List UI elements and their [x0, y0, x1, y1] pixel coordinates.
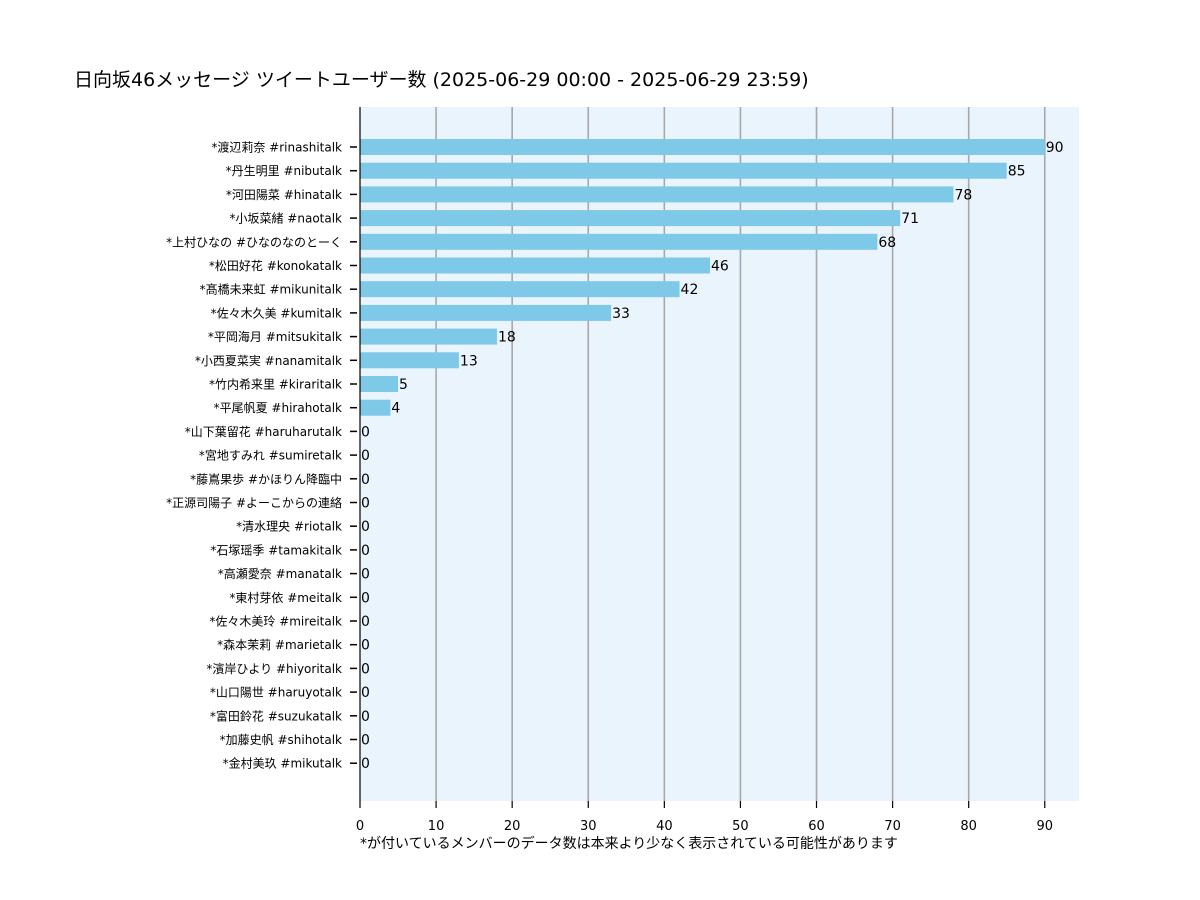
value-label-25: 0	[361, 709, 370, 725]
x-tick-label-10: 10	[428, 819, 445, 834]
y-tick-label-16: *正源司陽子 #よーこからの連絡	[166, 495, 342, 510]
x-tick-label-40: 40	[656, 819, 673, 834]
bar-9	[360, 328, 497, 345]
y-tick-label-6: *松田好花 #konokatalk	[209, 258, 342, 273]
bar-11	[360, 376, 399, 392]
x-tick-label-70: 70	[884, 819, 901, 834]
value-label-9: 18	[498, 330, 516, 346]
x-tick-label-60: 60	[808, 819, 825, 834]
y-tick-label-24: *山口陽世 #haruyotalk	[210, 686, 342, 700]
y-tick-label-15: *藤嶌果歩 #かほりん降臨中	[190, 471, 342, 486]
bar-12	[360, 399, 391, 416]
x-tick-label-30: 30	[580, 819, 597, 834]
value-label-10: 13	[460, 353, 478, 369]
x-axis: 0 10 20 30 40 50 60 70 80 90	[356, 801, 1053, 834]
value-label-6: 46	[711, 259, 729, 275]
chart-title: 日向坂46メッセージ ツイートユーザー数 (2025-06-29 00:00 -…	[74, 69, 809, 91]
y-tick-label-26: *加藤史帆 #shihotalk	[220, 732, 342, 747]
bar-3	[360, 186, 954, 203]
value-label-27: 0	[361, 756, 370, 772]
value-label-14: 0	[361, 448, 370, 464]
y-tick-label-22: *森本茉莉 #marietalk	[217, 637, 342, 652]
value-label-20: 0	[361, 590, 370, 606]
value-label-26: 0	[361, 733, 370, 749]
y-tick-label-7: *髙橋未来虹 #mikunitalk	[200, 282, 342, 297]
x-tick-label-80: 80	[960, 819, 977, 834]
value-label-13: 0	[361, 424, 370, 440]
y-tick-label-11: *竹内希来里 #kiraritalk	[209, 377, 342, 392]
y-tick-label-4: *小坂菜緒 #naotalk	[229, 211, 342, 226]
value-labels: 90 85 78 71 68 46 42 33 18 13 5 4 0 0 0 0 0 0 0 0 0 0 0 0 0 0 0	[361, 140, 1064, 772]
value-label-8: 33	[612, 306, 630, 322]
value-label-19: 0	[361, 567, 370, 583]
x-tick-label-0: 0	[356, 819, 364, 834]
x-tick-label-20: 20	[504, 819, 521, 834]
bar-4	[360, 210, 901, 227]
x-tick-label-90: 90	[1036, 819, 1053, 834]
y-tick-label-17: *清水理央 #riotalk	[236, 520, 342, 534]
y-tick-label-23: *濱岸ひより #hiyoritalk	[206, 662, 342, 676]
y-tick-label-5: *上村ひなの #ひなのなのとーく	[166, 235, 342, 249]
y-tick-label-12: *平尾帆夏 #hirahotalk	[214, 400, 342, 415]
value-label-18: 0	[361, 543, 370, 559]
value-label-4: 71	[901, 211, 919, 227]
value-label-22: 0	[361, 638, 370, 654]
value-label-23: 0	[361, 661, 370, 677]
value-label-2: 85	[1008, 164, 1026, 180]
bar-10	[360, 352, 459, 369]
value-label-16: 0	[361, 496, 370, 512]
bar-layer	[360, 139, 1045, 416]
bar-5	[360, 233, 878, 250]
y-tick-label-20: *東村芽依 #meitalk	[229, 590, 342, 605]
y-tick-label-18: *石塚瑶季 #tamakitalk	[210, 543, 342, 557]
y-tick-label-8: *佐々木久美 #kumitalk	[211, 306, 342, 320]
value-label-11: 5	[399, 377, 408, 393]
bar-8	[360, 304, 612, 321]
value-label-15: 0	[361, 472, 370, 488]
footnote: *が付いているメンバーのデータ数は本来より少なく表示されている可能性があります	[360, 835, 898, 852]
bar-2	[360, 162, 1007, 179]
y-tick-label-2: *丹生明里 #nibutalk	[226, 164, 342, 178]
y-tick-label-14: *宮地すみれ #sumiretalk	[199, 448, 342, 463]
bar-7	[360, 281, 680, 298]
value-label-5: 68	[878, 235, 896, 251]
y-tick-label-13: *山下葉留花 #haruharutalk	[185, 424, 342, 439]
y-tick-label-9: *平岡海月 #mitsukitalk	[208, 329, 342, 344]
x-tick-label-50: 50	[732, 819, 749, 834]
value-label-24: 0	[361, 685, 370, 701]
value-label-1: 90	[1046, 140, 1064, 156]
value-label-12: 4	[391, 401, 400, 417]
bar-6	[360, 257, 710, 274]
value-label-21: 0	[361, 614, 370, 630]
y-tick-label-27: *金村美玖 #mikutalk	[223, 756, 342, 771]
bar-1	[360, 139, 1045, 155]
value-label-17: 0	[361, 519, 370, 535]
value-label-3: 78	[954, 187, 972, 203]
y-tick-label-3: *河田陽菜 #hinatalk	[226, 188, 342, 202]
y-tick-label-1: *渡辺莉奈 #rinashitalk	[211, 140, 342, 155]
y-tick-label-19: *高瀬愛奈 #manatalk	[218, 566, 342, 581]
y-tick-label-10: *小西夏菜実 #nanamitalk	[195, 353, 342, 368]
value-label-7: 42	[681, 282, 699, 298]
y-tick-label-25: *富田鈴花 #suzukatalk	[210, 708, 342, 723]
y-tick-label-21: *佐々木美玲 #mireitalk	[209, 615, 342, 629]
y-axis: *渡辺莉奈 #rinashitalk *丹生明里 #nibutalk *河田陽菜 #…	[166, 107, 361, 801]
